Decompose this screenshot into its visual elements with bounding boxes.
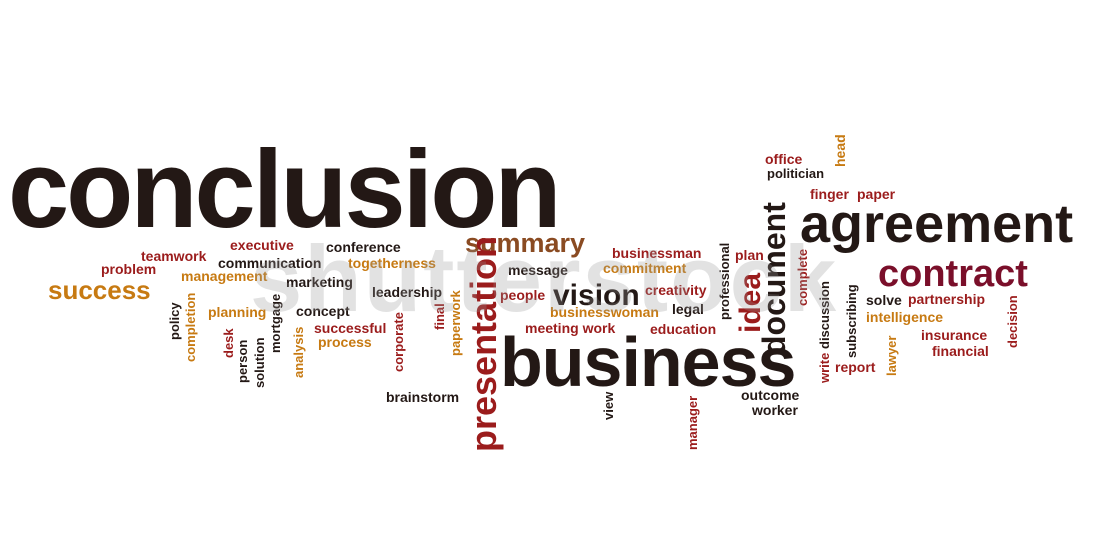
word-education: education (650, 321, 717, 337)
word-successful: successful (314, 320, 387, 336)
word-intelligence: intelligence (866, 309, 944, 325)
word-paper: paper (857, 186, 896, 202)
word-partnership: partnership (908, 291, 986, 307)
word-agreement: agreement (800, 194, 1074, 254)
word-analysis: analysis (291, 326, 306, 378)
word-manager: manager (685, 395, 700, 450)
word-professional: professional (717, 242, 732, 320)
word-policy: policy (167, 302, 182, 340)
word-vision: vision (553, 279, 640, 312)
word-completion: completion (183, 292, 198, 362)
word-creativity: creativity (645, 282, 707, 298)
word-people: people (500, 287, 546, 303)
word-report: report (835, 359, 876, 375)
word-office: office (765, 151, 803, 167)
word-solve: solve (866, 292, 902, 308)
word-desk: desk (221, 328, 236, 358)
word-plan: plan (735, 247, 764, 263)
word-subscribing: subscribing (844, 284, 859, 358)
word-summary: summary (465, 228, 586, 258)
word-executive: executive (230, 237, 294, 253)
word-politician: politician (767, 166, 825, 181)
word-togetherness: togetherness (348, 255, 436, 271)
word-conference: conference (326, 239, 401, 255)
word-mortgage: mortgage (268, 293, 283, 353)
word-financial: financial (932, 343, 989, 359)
word-contract: contract (878, 253, 1028, 295)
word-marketing: marketing (286, 274, 353, 290)
word-decision: decision (1005, 295, 1020, 348)
word-message: message (508, 262, 568, 278)
word-discussion: discussion (817, 281, 832, 349)
word-planning: planning (208, 304, 267, 320)
word-commitment: commitment (603, 260, 687, 276)
word-concept: concept (296, 303, 350, 319)
word-problem: problem (101, 261, 157, 277)
word-corporate: corporate (391, 312, 406, 372)
word-teamwork: teamwork (141, 248, 207, 264)
word-idea: idea (734, 272, 767, 333)
word-communication: communication (218, 255, 322, 271)
word-worker: worker (752, 402, 798, 418)
word-outcome: outcome (741, 387, 800, 403)
word-business: business (500, 323, 796, 401)
word-meeting-work: meeting work (525, 320, 616, 336)
word-lawyer: lawyer (884, 335, 899, 376)
word-leadership: leadership (372, 284, 443, 300)
word-write: write (817, 352, 832, 383)
word-finger: finger (810, 186, 849, 202)
word-head: head (832, 134, 848, 167)
word-legal: legal (672, 301, 704, 317)
word-conclusion: conclusion (8, 128, 562, 251)
word-person: person (235, 339, 250, 383)
word-paperwork: paperwork (448, 290, 463, 356)
word-brainstorm: brainstorm (386, 389, 460, 405)
word-solution: solution (252, 337, 267, 388)
word-success: success (48, 275, 151, 305)
word-process: process (318, 334, 372, 350)
word-insurance: insurance (921, 327, 988, 343)
word-view: view (601, 391, 616, 420)
word-businessman: businessman (612, 245, 702, 261)
word-presentation: presentation (463, 235, 504, 452)
word-management: management (181, 268, 268, 284)
word-final: final (432, 303, 447, 330)
word-businesswoman: businesswoman (550, 304, 659, 320)
word-complete: complete (795, 248, 810, 306)
